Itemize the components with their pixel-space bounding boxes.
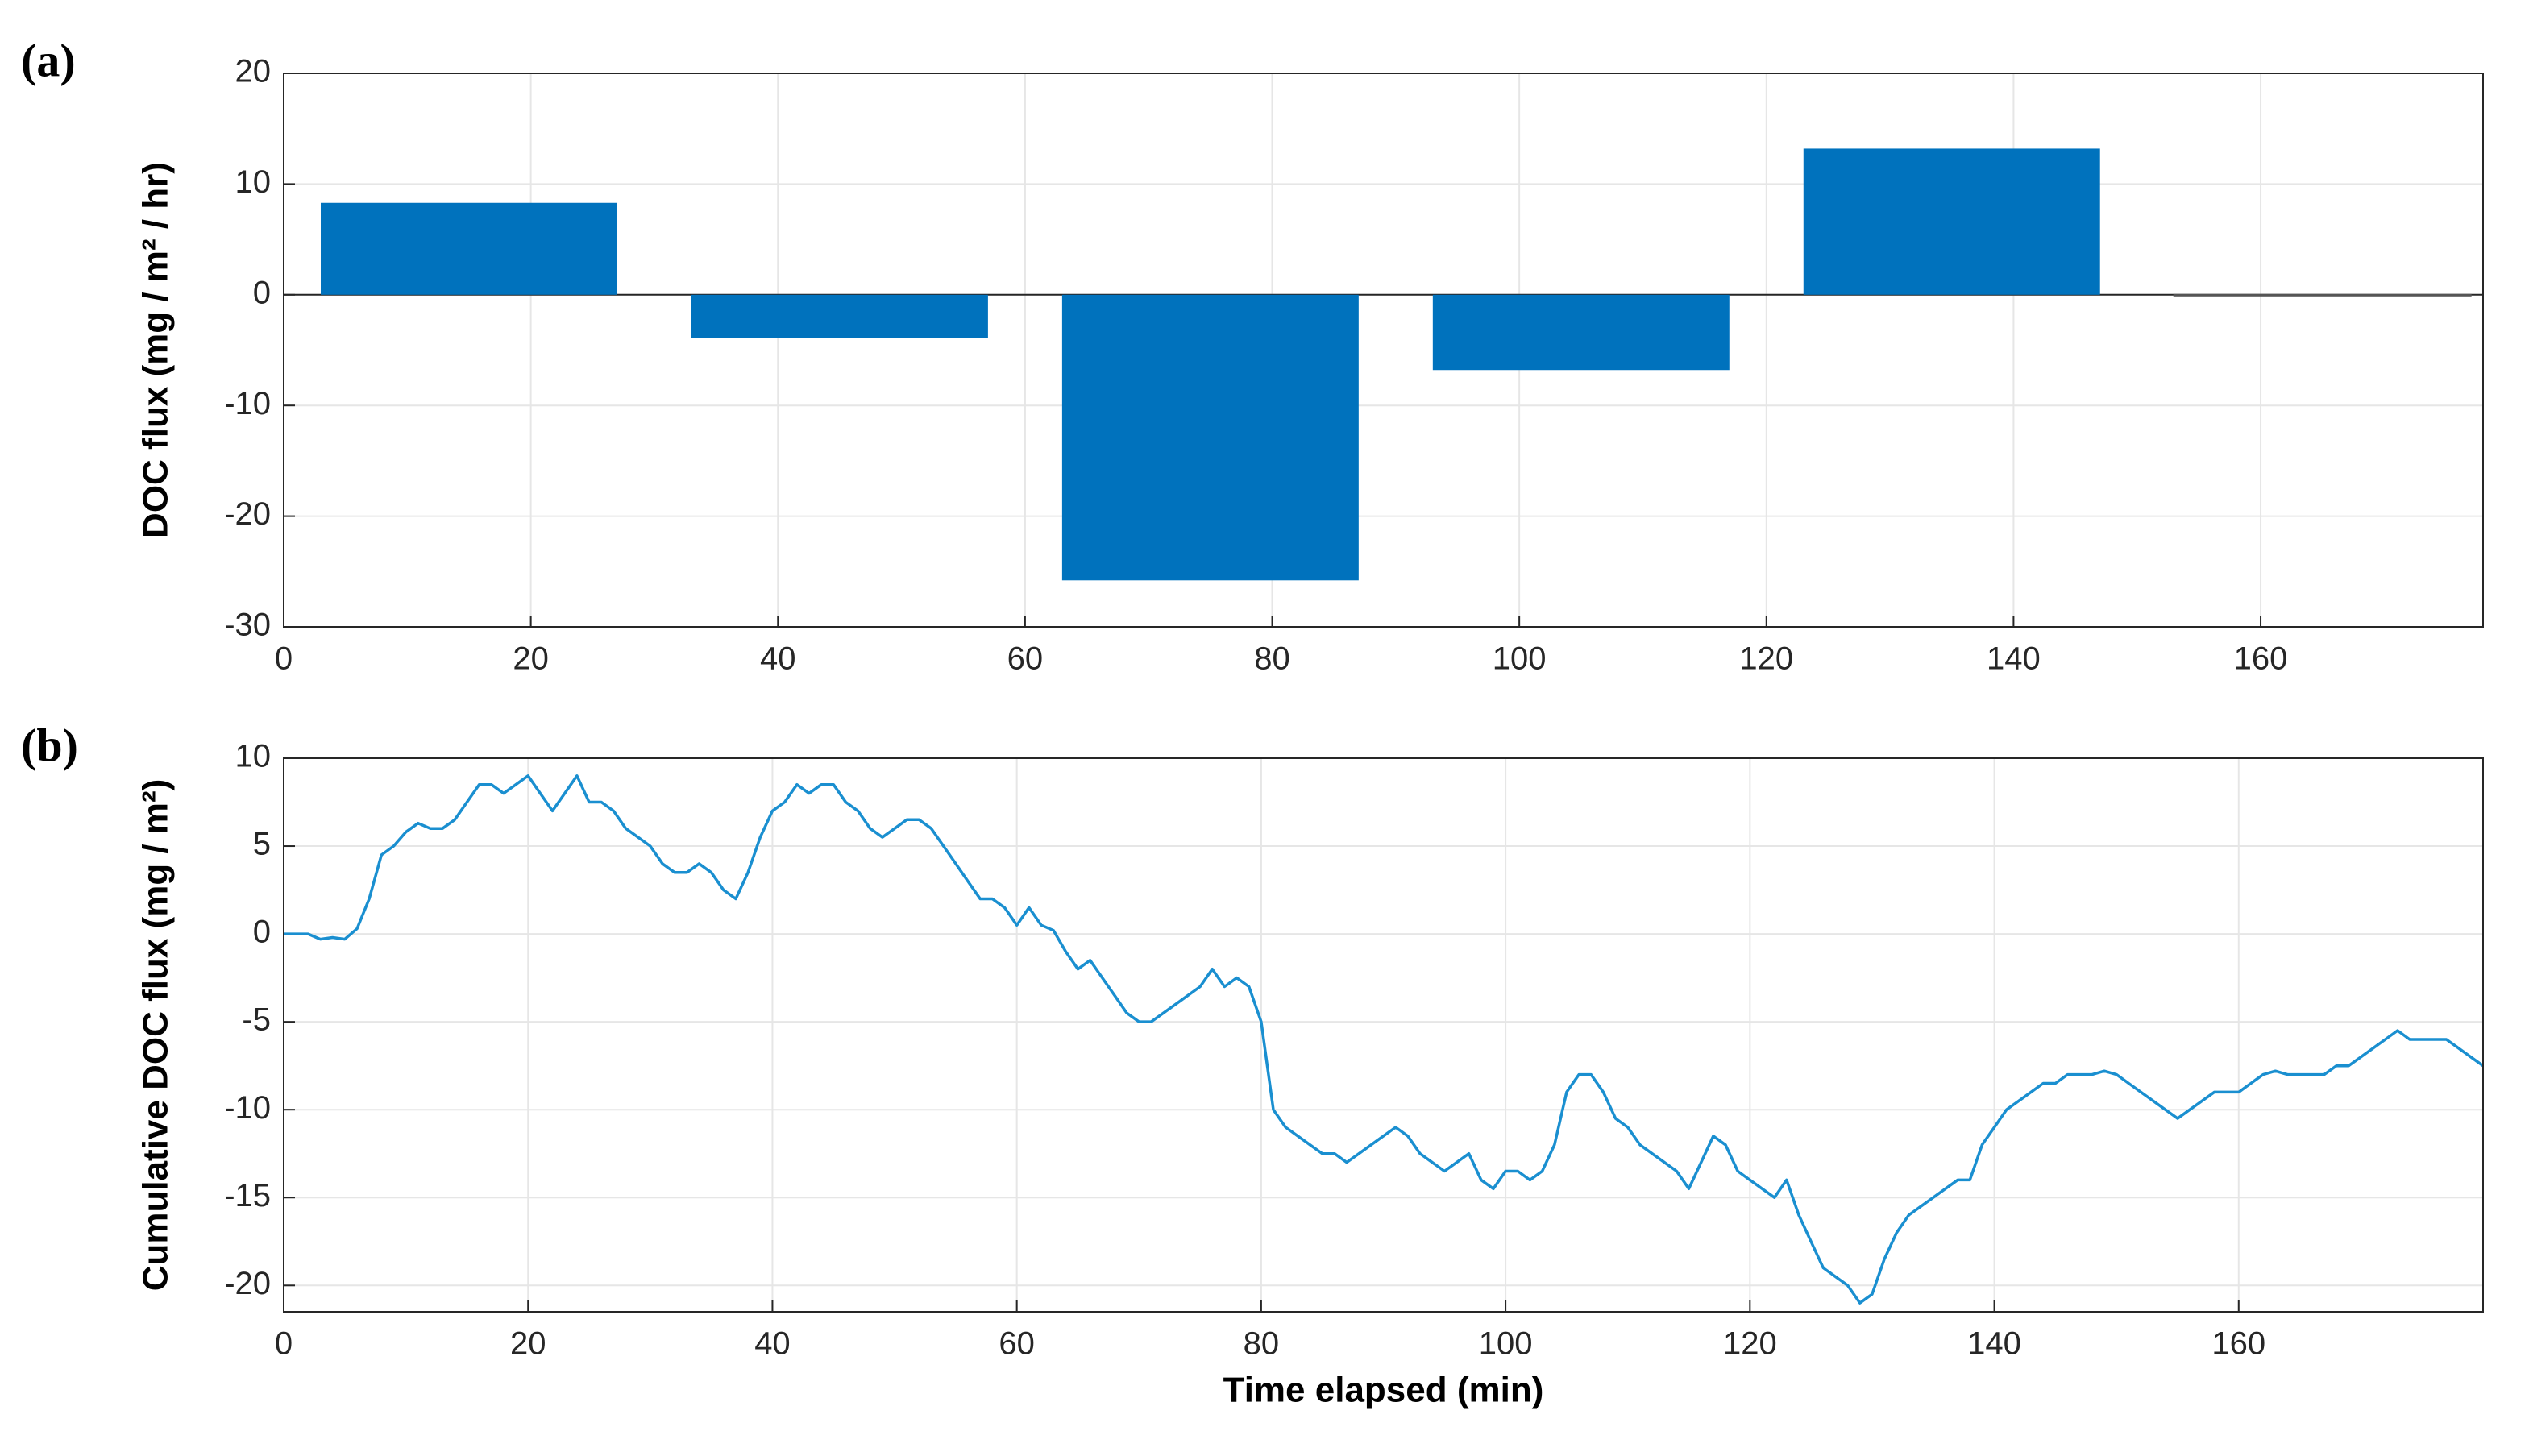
y-tick-label: 20 (235, 54, 272, 89)
y-tick-label: 10 (235, 739, 272, 774)
y-tick-label: -10 (224, 386, 271, 421)
bar (320, 202, 617, 295)
y-tick-label: 0 (253, 275, 271, 310)
x-tick-label: 160 (2234, 641, 2288, 677)
y-tick-label: -15 (224, 1178, 271, 1213)
y-tick-label: 10 (235, 164, 272, 200)
panel-label: (b) (21, 719, 78, 771)
x-tick-label: 80 (1254, 641, 1290, 677)
y-tick-label: 0 (253, 915, 271, 950)
x-tick-label: 0 (275, 641, 293, 677)
panel-label: (a) (21, 34, 76, 86)
x-tick-label: 100 (1479, 1326, 1533, 1362)
y-tick-label: -20 (224, 1266, 271, 1301)
y-tick-label: -10 (224, 1090, 271, 1126)
y-axis-label: Cumulative DOC flux (mg / m²) (136, 779, 176, 1292)
x-tick-label: 100 (1493, 641, 1547, 677)
y-tick-label: -30 (224, 608, 271, 643)
bar (1432, 294, 1730, 371)
x-tick-label: 80 (1244, 1326, 1280, 1362)
x-tick-label: 40 (760, 641, 796, 677)
y-tick-label: -20 (224, 496, 271, 532)
x-tick-label: 120 (1739, 641, 1793, 677)
y-tick-label: 5 (253, 827, 271, 862)
x-tick-label: 20 (510, 1326, 546, 1362)
bar (1061, 294, 1359, 581)
line (284, 774, 2485, 1305)
y-tick-label: -5 (242, 1002, 271, 1038)
bar (2173, 293, 2472, 297)
bar (1803, 148, 2100, 295)
x-tick-label: 40 (754, 1326, 791, 1362)
bar (691, 294, 988, 338)
plot-area (284, 758, 2483, 1312)
plot-area (284, 73, 2483, 627)
x-tick-label: 120 (1723, 1326, 1777, 1362)
x-tick-label: 0 (275, 1326, 293, 1362)
y-axis-label: DOC flux (mg / m² / hr) (136, 162, 176, 538)
x-tick-label: 140 (1987, 641, 2041, 677)
x-tick-label: 60 (1007, 641, 1044, 677)
x-tick-label: 160 (2211, 1326, 2265, 1362)
x-tick-label: 20 (513, 641, 549, 677)
axes-box (283, 73, 2484, 628)
axes-box (283, 757, 2484, 1313)
x-tick-label: 60 (999, 1326, 1035, 1362)
x-axis-label: Time elapsed (min) (1223, 1371, 1544, 1410)
x-tick-label: 140 (1967, 1326, 2021, 1362)
